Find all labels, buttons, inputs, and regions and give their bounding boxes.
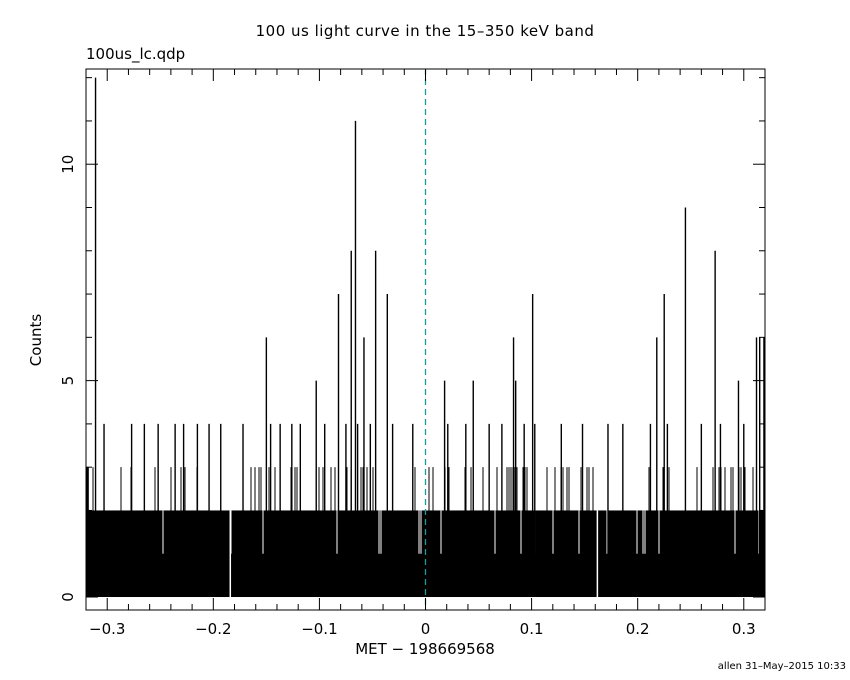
y-tick-label: 0 xyxy=(59,592,77,602)
x-axis-label: MET − 198669568 xyxy=(355,640,495,658)
x-tick-label: 0.1 xyxy=(520,620,544,638)
x-axis-ticks: −0.3 −0.2 −0.1 0 0.1 0.2 0.3 xyxy=(85,69,766,638)
footer-stamp: allen 31–May–2015 10:33 xyxy=(717,661,846,672)
x-tick-label: 0.3 xyxy=(732,620,756,638)
file-label: 100us_lc.qdp xyxy=(86,45,186,63)
chart-title: 100 us light curve in the 15–350 keV ban… xyxy=(255,22,595,40)
y-axis-ticks: 0 5 10 xyxy=(59,77,765,602)
x-tick-label: −0.2 xyxy=(195,620,231,638)
count-spikes xyxy=(87,77,765,598)
x-tick-label: −0.3 xyxy=(89,620,125,638)
y-tick-label: 10 xyxy=(59,155,77,174)
x-tick-label: 0.2 xyxy=(626,620,650,638)
y-tick-label: 5 xyxy=(59,376,77,386)
y-axis-label: Counts xyxy=(27,313,45,367)
x-tick-label: −0.1 xyxy=(301,620,337,638)
x-tick-label: 0 xyxy=(421,620,431,638)
